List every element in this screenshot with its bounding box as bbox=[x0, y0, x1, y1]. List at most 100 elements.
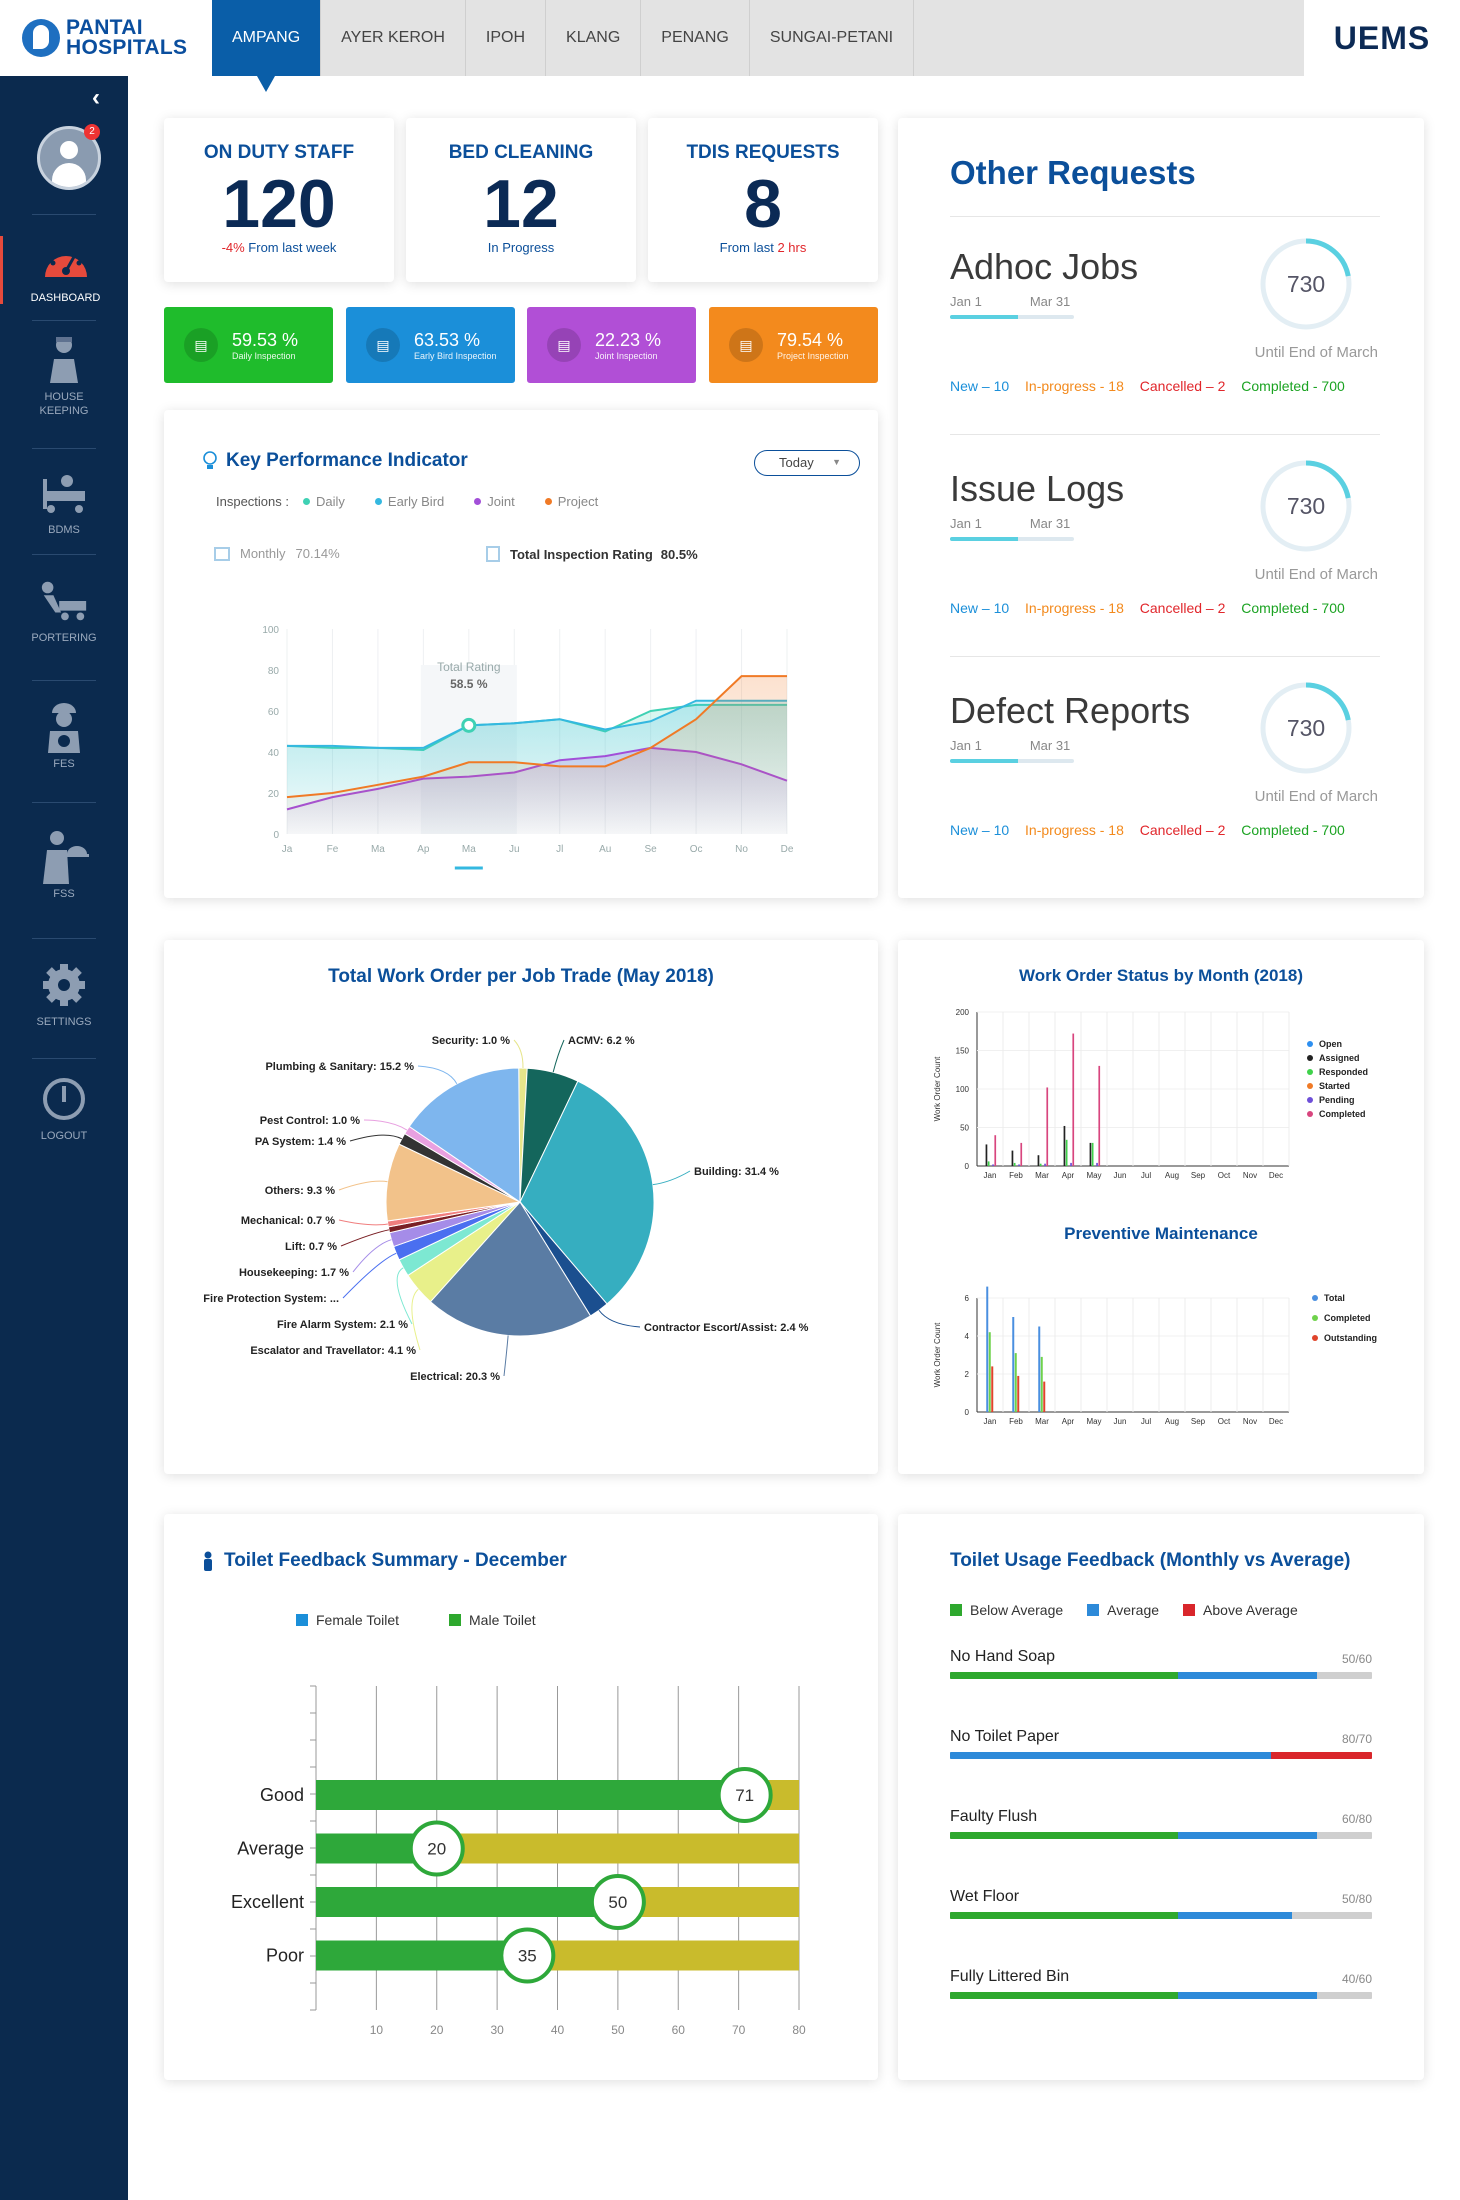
kpi-x-tick: Au bbox=[599, 844, 611, 855]
bar-y-tick: 2 bbox=[965, 1370, 970, 1379]
bar-x-tick: Dec bbox=[1269, 1171, 1283, 1180]
pie-slice bbox=[429, 1201, 592, 1337]
wos-title: Work Order Status by Month (2018) bbox=[1018, 966, 1303, 985]
usage-item[interactable]: Fully Littered Bin 40/60 bbox=[950, 1968, 1372, 1999]
bar-total bbox=[1012, 1317, 1015, 1412]
request-block[interactable]: Defect Reports Jan 1 Mar 31 bbox=[950, 690, 1190, 763]
usage-bar bbox=[950, 1912, 1372, 1919]
sidebar-item-fss[interactable]: FSS bbox=[0, 831, 128, 900]
sidebar-item-fes[interactable]: FES bbox=[0, 702, 128, 770]
pie-leader-line bbox=[503, 1335, 509, 1377]
top-bar: PANTAI HOSPITALS AMPANG AYER KEROH IPOH … bbox=[0, 0, 1460, 92]
bar-x-tick: Mar bbox=[1035, 1417, 1049, 1426]
sidebar-item-label: FES bbox=[53, 758, 75, 770]
sidebar-item-bdms[interactable]: BDMS bbox=[0, 468, 128, 536]
stat-card-bed-cleaning[interactable]: BED CLEANING 12 In Progress bbox=[406, 118, 636, 282]
request-period-bar bbox=[950, 537, 1074, 541]
toilet-category-label: Good bbox=[260, 1785, 304, 1805]
usage-item[interactable]: No Toilet Paper 80/70 bbox=[950, 1728, 1372, 1759]
tab-sungai-petani[interactable]: SUNGAI-PETANI bbox=[750, 0, 915, 76]
tab-penang[interactable]: PENANG bbox=[641, 0, 750, 76]
work-order-pie-card: Total Work Order per Job Trade (May 2018… bbox=[164, 940, 878, 1474]
stat-value: 120 bbox=[222, 166, 336, 242]
pill-early-bird-inspection[interactable]: ▤ 63.53 % Early Bird Inspection bbox=[346, 307, 515, 383]
brand-logo[interactable]: PANTAI HOSPITALS bbox=[0, 0, 212, 76]
status-new[interactable]: New – 10 bbox=[950, 378, 1010, 394]
tab-ipoh[interactable]: IPOH bbox=[466, 0, 547, 76]
request-status-row: New – 10 In-progress - 18 Cancelled – 2 … bbox=[950, 378, 1357, 394]
toilet-usage-card: Toilet Usage Feedback (Monthly vs Averag… bbox=[898, 1514, 1424, 2080]
sidebar-item-settings[interactable]: SETTINGS bbox=[0, 960, 128, 1028]
usage-bar-above bbox=[1270, 1752, 1372, 1759]
collapse-chevron-icon[interactable]: ‹ bbox=[92, 84, 100, 111]
kpi-title: Key Performance Indicator bbox=[226, 450, 468, 471]
pie-leader-line bbox=[340, 1229, 390, 1247]
legend-female: Female Toilet bbox=[316, 1612, 400, 1628]
bar-outstanding bbox=[991, 1366, 994, 1412]
period-dropdown[interactable]: Today ▼ bbox=[754, 450, 860, 476]
legend-dot-open bbox=[1307, 1041, 1313, 1047]
kpi-area-project bbox=[287, 676, 787, 834]
usage-bar-below bbox=[950, 1672, 1178, 1679]
request-end-date: Mar 31 bbox=[1029, 294, 1071, 309]
usage-label: Faulty Flush bbox=[950, 1808, 1038, 1825]
request-title: Adhoc Jobs bbox=[950, 246, 1139, 287]
bar-x-tick: Dec bbox=[1269, 1417, 1283, 1426]
usage-bar-average bbox=[1177, 1672, 1318, 1679]
status-new[interactable]: New – 10 bbox=[950, 600, 1010, 616]
stat-card-on-duty[interactable]: ON DUTY STAFF 120 -4% From last week bbox=[164, 118, 394, 282]
status-cancelled[interactable]: Cancelled – 2 bbox=[1139, 378, 1226, 394]
tab-ayer-keroh[interactable]: AYER KEROH bbox=[321, 0, 466, 76]
sidebar-item-housekeeping[interactable]: HOUSE KEEPING bbox=[0, 334, 128, 418]
bar-total bbox=[1038, 1326, 1041, 1412]
app-name: UEMS bbox=[1304, 0, 1460, 76]
sidebar-item-dashboard[interactable]: DASHBOARD bbox=[0, 236, 128, 304]
kpi-x-tick: Ma bbox=[371, 844, 385, 855]
stat-card-tdis[interactable]: TDIS REQUESTS 8 From last 2 hrs bbox=[648, 118, 878, 282]
other-requests-card: Other Requests Adhoc Jobs Jan 1 Mar 31 73… bbox=[898, 118, 1424, 898]
pie-label: Pest Control: 1.0 % bbox=[260, 1115, 360, 1127]
pm-title: Preventive Maintenance bbox=[1064, 1224, 1258, 1243]
status-in-progress[interactable]: In-progress - 18 bbox=[1025, 378, 1124, 394]
status-completed[interactable]: Completed - 700 bbox=[1241, 378, 1345, 394]
usage-item[interactable]: No Hand Soap 50/60 bbox=[950, 1648, 1372, 1679]
kpi-line-project bbox=[286, 675, 787, 799]
pie-leader-line bbox=[652, 1170, 691, 1186]
status-completed[interactable]: Completed - 700 bbox=[1241, 822, 1345, 838]
usage-ratio: 50/60 bbox=[1341, 1652, 1372, 1666]
status-new[interactable]: New – 10 bbox=[950, 822, 1010, 838]
request-start-date: Jan 1 bbox=[950, 516, 982, 531]
toilet-x-tick: 80 bbox=[792, 2023, 806, 2037]
request-block[interactable]: Adhoc Jobs Jan 1 Mar 31 bbox=[950, 246, 1138, 319]
status-cancelled[interactable]: Cancelled – 2 bbox=[1139, 600, 1226, 616]
bar-completed bbox=[988, 1332, 991, 1412]
sidebar-item-portering[interactable]: PORTERING bbox=[0, 576, 128, 644]
tab-ampang[interactable]: AMPANG bbox=[212, 0, 322, 92]
toilet-value-marker bbox=[499, 1927, 556, 1984]
bar-x-tick: Aug bbox=[1165, 1417, 1179, 1426]
tab-klang[interactable]: KLANG bbox=[546, 0, 642, 76]
status-completed[interactable]: Completed - 700 bbox=[1241, 600, 1345, 616]
usage-bar-average bbox=[1177, 1992, 1318, 1999]
power-icon bbox=[38, 1074, 90, 1124]
usage-item[interactable]: Wet Floor 50/80 bbox=[950, 1888, 1372, 1919]
sidebar-item-logout[interactable]: LOGOUT bbox=[0, 1074, 128, 1142]
pie-label: Electrical: 20.3 % bbox=[410, 1371, 500, 1383]
pill-project-inspection[interactable]: ▤ 79.54 % Project Inspection bbox=[709, 307, 878, 383]
early-bird-legend-dot bbox=[374, 498, 382, 505]
legend-label-responded: Responded bbox=[1319, 1067, 1368, 1077]
trend-chart-icon: ▤ bbox=[366, 328, 400, 362]
bar-pending bbox=[992, 1164, 994, 1166]
pill-daily-inspection[interactable]: ▤ 59.53 % Daily Inspection bbox=[164, 307, 333, 383]
sidebar: ‹ 2 DASHBOARD HOUSE KEEPING BDMS PORTERI… bbox=[0, 76, 128, 2200]
status-in-progress[interactable]: In-progress - 18 bbox=[1025, 600, 1124, 616]
sidebar-item-label: SETTINGS bbox=[36, 1016, 92, 1028]
bar-outstanding bbox=[1017, 1375, 1020, 1412]
status-cancelled[interactable]: Cancelled – 2 bbox=[1139, 822, 1226, 838]
request-block[interactable]: Issue Logs Jan 1 Mar 31 bbox=[950, 468, 1124, 541]
pill-joint-inspection[interactable]: ▤ 22.23 % Joint Inspection bbox=[527, 307, 696, 383]
usage-label: No Toilet Paper bbox=[950, 1728, 1060, 1745]
usage-item[interactable]: Faulty Flush 60/80 bbox=[950, 1808, 1372, 1839]
trend-chart-icon: ▤ bbox=[729, 328, 763, 362]
status-in-progress[interactable]: In-progress - 18 bbox=[1025, 822, 1124, 838]
